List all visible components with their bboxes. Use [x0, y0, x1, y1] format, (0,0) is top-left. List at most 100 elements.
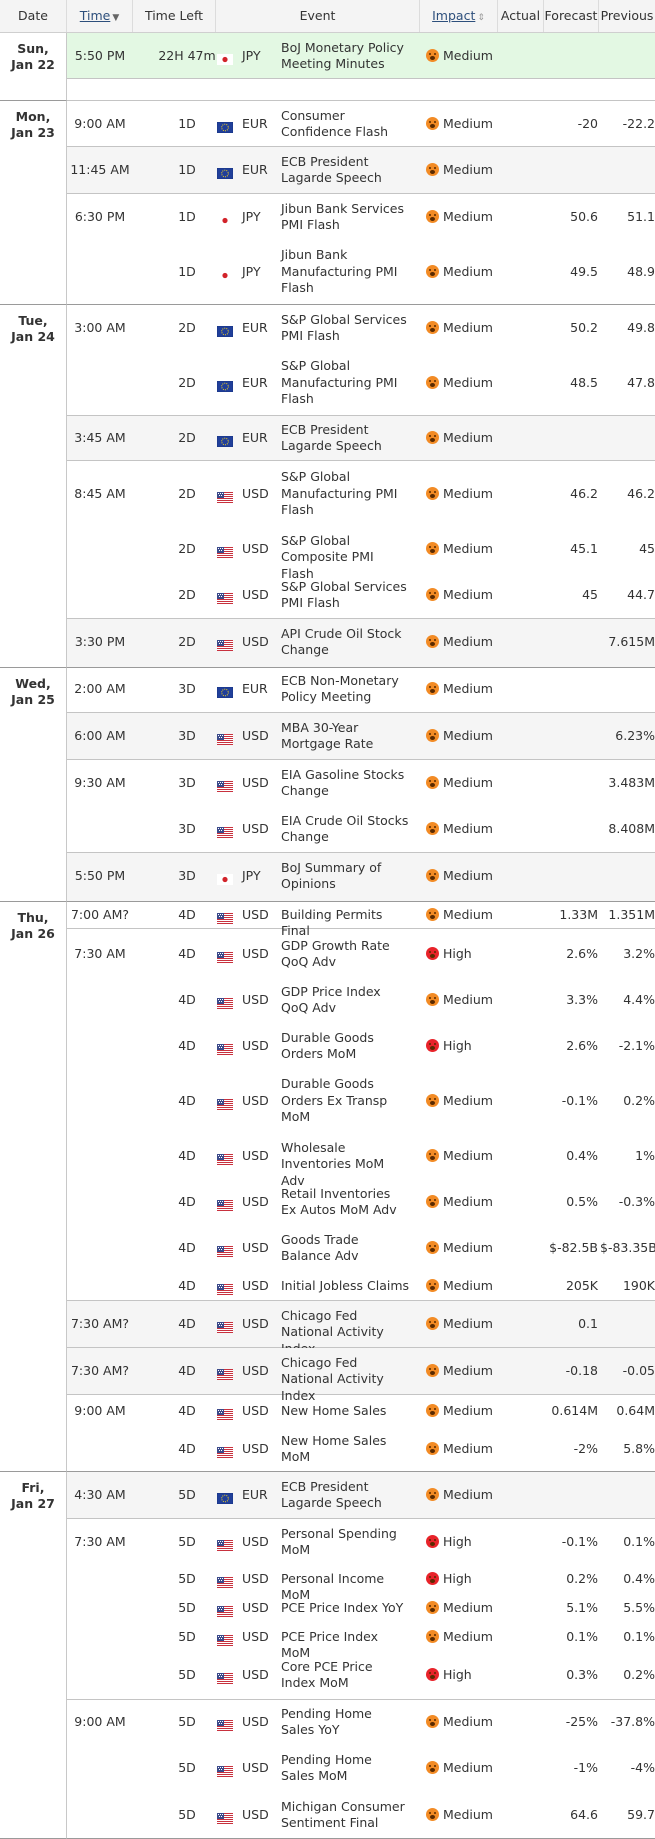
impact-label: Medium — [443, 116, 493, 131]
event-name[interactable]: Core PCE Price Index MoM — [281, 1658, 373, 1691]
event-name[interactable]: Durable Goods Orders Ex Transp MoM — [281, 1076, 388, 1125]
impact-medium-icon — [426, 682, 439, 695]
forecast-value: 0.1 — [578, 1316, 598, 1331]
impact-indicator: Medium — [426, 1403, 493, 1418]
currency-code: USD — [242, 1240, 269, 1255]
event-group: 9:00 AM 5D USD Pending Home Sales YoY Medium… — [67, 1700, 655, 1839]
currency-code: USD — [242, 1403, 269, 1418]
event-name[interactable]: Pending Home Sales MoM — [281, 1751, 372, 1784]
event-name[interactable]: ECB President Lagarde Speech — [281, 421, 382, 454]
event-name[interactable]: Wholesale Inventories MoM Adv — [281, 1139, 385, 1188]
currency-code: EUR — [242, 320, 268, 335]
impact-label: High — [443, 1571, 472, 1586]
event-name[interactable]: S&P Global Manufacturing PMI Flash — [281, 358, 398, 407]
currency-flag — [217, 777, 233, 792]
currency-flag — [216, 377, 234, 393]
event-name[interactable]: Goods Trade Balance Adv — [281, 1231, 359, 1264]
event-name[interactable]: Personal Income MoM — [281, 1570, 385, 1603]
event-group: 8:45 AM 2D USD S&P Global Manufacturing PMI… — [67, 461, 655, 619]
impact-medium-icon — [426, 635, 439, 648]
event-name[interactable]: S&P Global Manufacturing PMI Flash — [281, 469, 398, 518]
event-name[interactable]: GDP Price Index QoQ Adv — [281, 983, 381, 1016]
event-name[interactable]: Consumer Confidence Flash — [281, 107, 389, 140]
table-header: Date Time ▼ Time Left Event Impact ⇕ Actua… — [0, 0, 655, 33]
event-name[interactable]: S&P Global Services PMI Flash — [281, 311, 407, 344]
event-name[interactable]: Durable Goods Orders MoM — [281, 1029, 374, 1062]
event-name[interactable]: S&P Global Composite PMI Flash — [281, 532, 374, 581]
previous-value: 1% — [635, 1148, 655, 1163]
currency-flag — [217, 1280, 233, 1295]
time-left: 4D — [178, 1316, 196, 1331]
event-name[interactable]: EIA Crude Oil Stocks Change — [281, 812, 409, 845]
currency-code: USD — [242, 1600, 269, 1615]
time-sort-link[interactable]: Time — [79, 8, 111, 23]
previous-value: 0.2% — [623, 1093, 655, 1108]
event-name[interactable]: Building Permits Final — [281, 906, 383, 939]
impact-indicator: Medium — [426, 375, 493, 390]
impact-label: Medium — [443, 728, 493, 743]
event-time: 11:45 AM — [70, 162, 130, 177]
impact-indicator: Medium — [426, 1487, 493, 1502]
event-name[interactable]: Chicago Fed National Activity Index — [281, 1354, 384, 1403]
event-time: 7:30 AM — [74, 1534, 126, 1549]
event-name[interactable]: Retail Inventories Ex Autos MoM Adv — [281, 1185, 397, 1218]
impact-medium-icon — [426, 163, 439, 176]
event-name[interactable]: New Home Sales — [281, 1402, 387, 1418]
event-group: 9:30 AM 3D USD EIA Gasoline Stocks Change Me… — [67, 760, 655, 853]
impact-indicator: Medium — [426, 430, 493, 445]
impact-indicator: Medium — [426, 1278, 493, 1293]
impact-medium-icon — [426, 588, 439, 601]
event-time: 9:30 AM — [74, 775, 126, 790]
impact-sort-link[interactable]: Impact — [432, 8, 476, 23]
time-left: 4D — [178, 1240, 196, 1255]
event-name[interactable]: Initial Jobless Claims — [281, 1277, 410, 1293]
impact-medium-icon — [426, 487, 439, 500]
impact-medium-icon — [426, 1195, 439, 1208]
impact-medium-icon — [426, 376, 439, 389]
time-left: 1D — [178, 209, 196, 224]
event-name[interactable]: PCE Price Index YoY — [281, 1599, 404, 1615]
time-left: 5D — [178, 1807, 196, 1822]
date-weekday: Thu, — [17, 910, 49, 925]
currency-code: USD — [242, 1807, 269, 1822]
date-weekday: Wed, — [15, 676, 51, 691]
event-name[interactable]: Michigan Consumer Sentiment Final — [281, 1798, 405, 1831]
event-name[interactable]: GDP Growth Rate QoQ Adv — [281, 937, 390, 970]
event-name[interactable]: ECB President Lagarde Speech — [281, 1478, 382, 1511]
event-name[interactable]: Jibun Bank Manufacturing PMI Flash — [281, 247, 398, 296]
event-name[interactable]: API Crude Oil Stock Change — [281, 625, 402, 658]
currency-flag — [217, 543, 233, 558]
event-name[interactable]: ECB President Lagarde Speech — [281, 153, 382, 186]
impact-label: Medium — [443, 1441, 493, 1456]
event-group: 5:50 PM 22H 47m JPY BoJ Monetary Policy Mee… — [67, 33, 655, 79]
currency-code: USD — [242, 1760, 269, 1775]
event-name[interactable]: Jibun Bank Services PMI Flash — [281, 200, 404, 233]
event-name[interactable]: BoJ Monetary Policy Meeting Minutes — [281, 39, 404, 72]
date-weekday: Tue, — [18, 313, 48, 328]
currency-flag — [217, 636, 233, 651]
event-name[interactable]: PCE Price Index MoM — [281, 1628, 379, 1661]
sort-both-icon: ⇕ — [477, 13, 485, 23]
currency-code: EUR — [242, 681, 268, 696]
event-time: 9:00 AM — [74, 1714, 126, 1729]
event-name[interactable]: BoJ Summary of Opinions — [281, 859, 382, 892]
event-name[interactable]: S&P Global Services PMI Flash — [281, 578, 407, 611]
forecast-value: 49.5 — [570, 264, 598, 279]
event-name[interactable]: EIA Gasoline Stocks Change — [281, 766, 405, 799]
event-name[interactable]: Pending Home Sales YoY — [281, 1705, 372, 1738]
event-name[interactable]: New Home Sales MoM — [281, 1432, 387, 1465]
previous-value: 6.23% — [615, 728, 655, 743]
event-time: 6:30 PM — [74, 209, 126, 224]
date-day: Jan 25 — [11, 692, 55, 707]
col-impact-header[interactable]: Impact ⇕ — [420, 0, 498, 32]
event-name[interactable]: Personal Spending MoM — [281, 1525, 397, 1558]
col-time-header[interactable]: Time ▼ — [67, 0, 133, 32]
impact-label: Medium — [443, 868, 493, 883]
currency-flag — [217, 1669, 233, 1684]
date-day: Jan 27 — [11, 1496, 55, 1511]
time-left: 3D — [178, 868, 196, 883]
currency-code: USD — [242, 728, 269, 743]
event-name[interactable]: ECB Non-Monetary Policy Meeting — [281, 672, 399, 705]
impact-medium-icon — [426, 1149, 439, 1162]
event-name[interactable]: MBA 30-Year Mortgage Rate — [281, 719, 374, 752]
